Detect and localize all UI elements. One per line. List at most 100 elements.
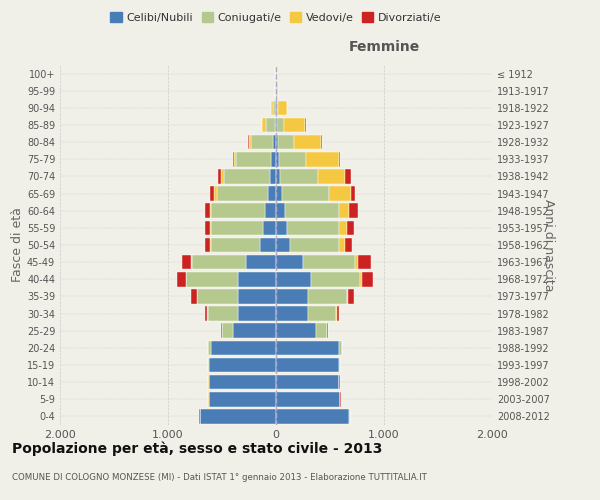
Bar — [284, 204, 338, 218]
Bar — [276, 289, 308, 304]
Bar — [214, 186, 217, 201]
Bar — [276, 324, 316, 338]
Bar — [275, 118, 276, 132]
Bar — [280, 169, 318, 184]
Bar — [349, 289, 354, 304]
Bar — [338, 220, 347, 235]
Bar — [290, 238, 338, 252]
Bar — [265, 204, 276, 218]
Bar — [205, 238, 210, 252]
Bar — [210, 186, 214, 201]
Bar — [337, 306, 339, 321]
Bar — [316, 324, 327, 338]
Bar — [238, 272, 276, 286]
Bar — [222, 324, 233, 338]
Bar — [338, 358, 340, 372]
Bar — [347, 220, 354, 235]
Bar — [349, 204, 358, 218]
Bar — [268, 186, 276, 201]
Bar — [276, 186, 283, 201]
Bar — [209, 392, 276, 406]
Bar — [276, 358, 338, 372]
Bar — [347, 289, 349, 304]
Bar — [362, 272, 373, 286]
Bar — [260, 238, 276, 252]
Bar — [276, 238, 290, 252]
Bar — [338, 340, 342, 355]
Bar — [283, 186, 329, 201]
Text: COMUNE DI COLOGNO MONZESE (MI) - Dati ISTAT 1° gennaio 2013 - Elaborazione TUTTI: COMUNE DI COLOGNO MONZESE (MI) - Dati IS… — [12, 473, 427, 482]
Bar — [233, 324, 276, 338]
Bar — [238, 306, 276, 321]
Bar — [209, 375, 276, 390]
Y-axis label: Fasce di età: Fasce di età — [11, 208, 24, 282]
Bar — [276, 204, 284, 218]
Bar — [358, 255, 371, 270]
Bar — [205, 306, 208, 321]
Bar — [224, 169, 269, 184]
Bar — [360, 272, 362, 286]
Bar — [210, 204, 211, 218]
Bar — [276, 272, 311, 286]
Bar — [273, 135, 276, 150]
Bar — [338, 238, 345, 252]
Bar — [221, 169, 224, 184]
Text: Popolazione per età, sesso e stato civile - 2013: Popolazione per età, sesso e stato civil… — [12, 441, 382, 456]
Bar — [276, 220, 287, 235]
Bar — [191, 289, 197, 304]
Bar — [233, 152, 234, 166]
Bar — [276, 340, 338, 355]
Bar — [350, 186, 355, 201]
Bar — [345, 238, 352, 252]
Bar — [295, 135, 322, 150]
Bar — [338, 152, 340, 166]
Bar — [218, 169, 221, 184]
Bar — [273, 100, 275, 115]
Bar — [277, 118, 284, 132]
Y-axis label: Anni di nascita: Anni di nascita — [542, 198, 555, 291]
Bar — [318, 169, 345, 184]
Bar — [234, 152, 236, 166]
Bar — [306, 152, 338, 166]
Bar — [251, 135, 273, 150]
Bar — [277, 100, 278, 115]
Bar — [303, 255, 355, 270]
Bar — [276, 169, 280, 184]
Bar — [271, 100, 274, 115]
Bar — [269, 169, 276, 184]
Bar — [311, 272, 360, 286]
Bar — [200, 409, 276, 424]
Bar — [279, 152, 306, 166]
Bar — [211, 340, 276, 355]
Bar — [210, 220, 211, 235]
Bar — [276, 375, 338, 390]
Bar — [208, 306, 238, 321]
Bar — [211, 204, 265, 218]
Bar — [276, 135, 278, 150]
Bar — [345, 169, 350, 184]
Bar — [236, 152, 271, 166]
Text: Femmine: Femmine — [349, 40, 419, 54]
Bar — [284, 118, 305, 132]
Bar — [338, 204, 349, 218]
Bar — [271, 152, 276, 166]
Bar — [308, 306, 337, 321]
Bar — [249, 135, 251, 150]
Bar — [238, 289, 276, 304]
Bar — [276, 409, 349, 424]
Bar — [211, 238, 260, 252]
Bar — [266, 118, 275, 132]
Bar — [262, 118, 266, 132]
Bar — [329, 186, 350, 201]
Bar — [217, 186, 268, 201]
Bar — [276, 118, 277, 132]
Bar — [277, 84, 278, 98]
Bar — [355, 255, 358, 270]
Bar — [308, 289, 347, 304]
Bar — [276, 255, 303, 270]
Bar — [276, 306, 308, 321]
Bar — [276, 392, 340, 406]
Bar — [276, 152, 279, 166]
Bar — [246, 255, 276, 270]
Legend: Celibi/Nubili, Coniugati/e, Vedovi/e, Divorziati/e: Celibi/Nubili, Coniugati/e, Vedovi/e, Di… — [106, 8, 446, 28]
